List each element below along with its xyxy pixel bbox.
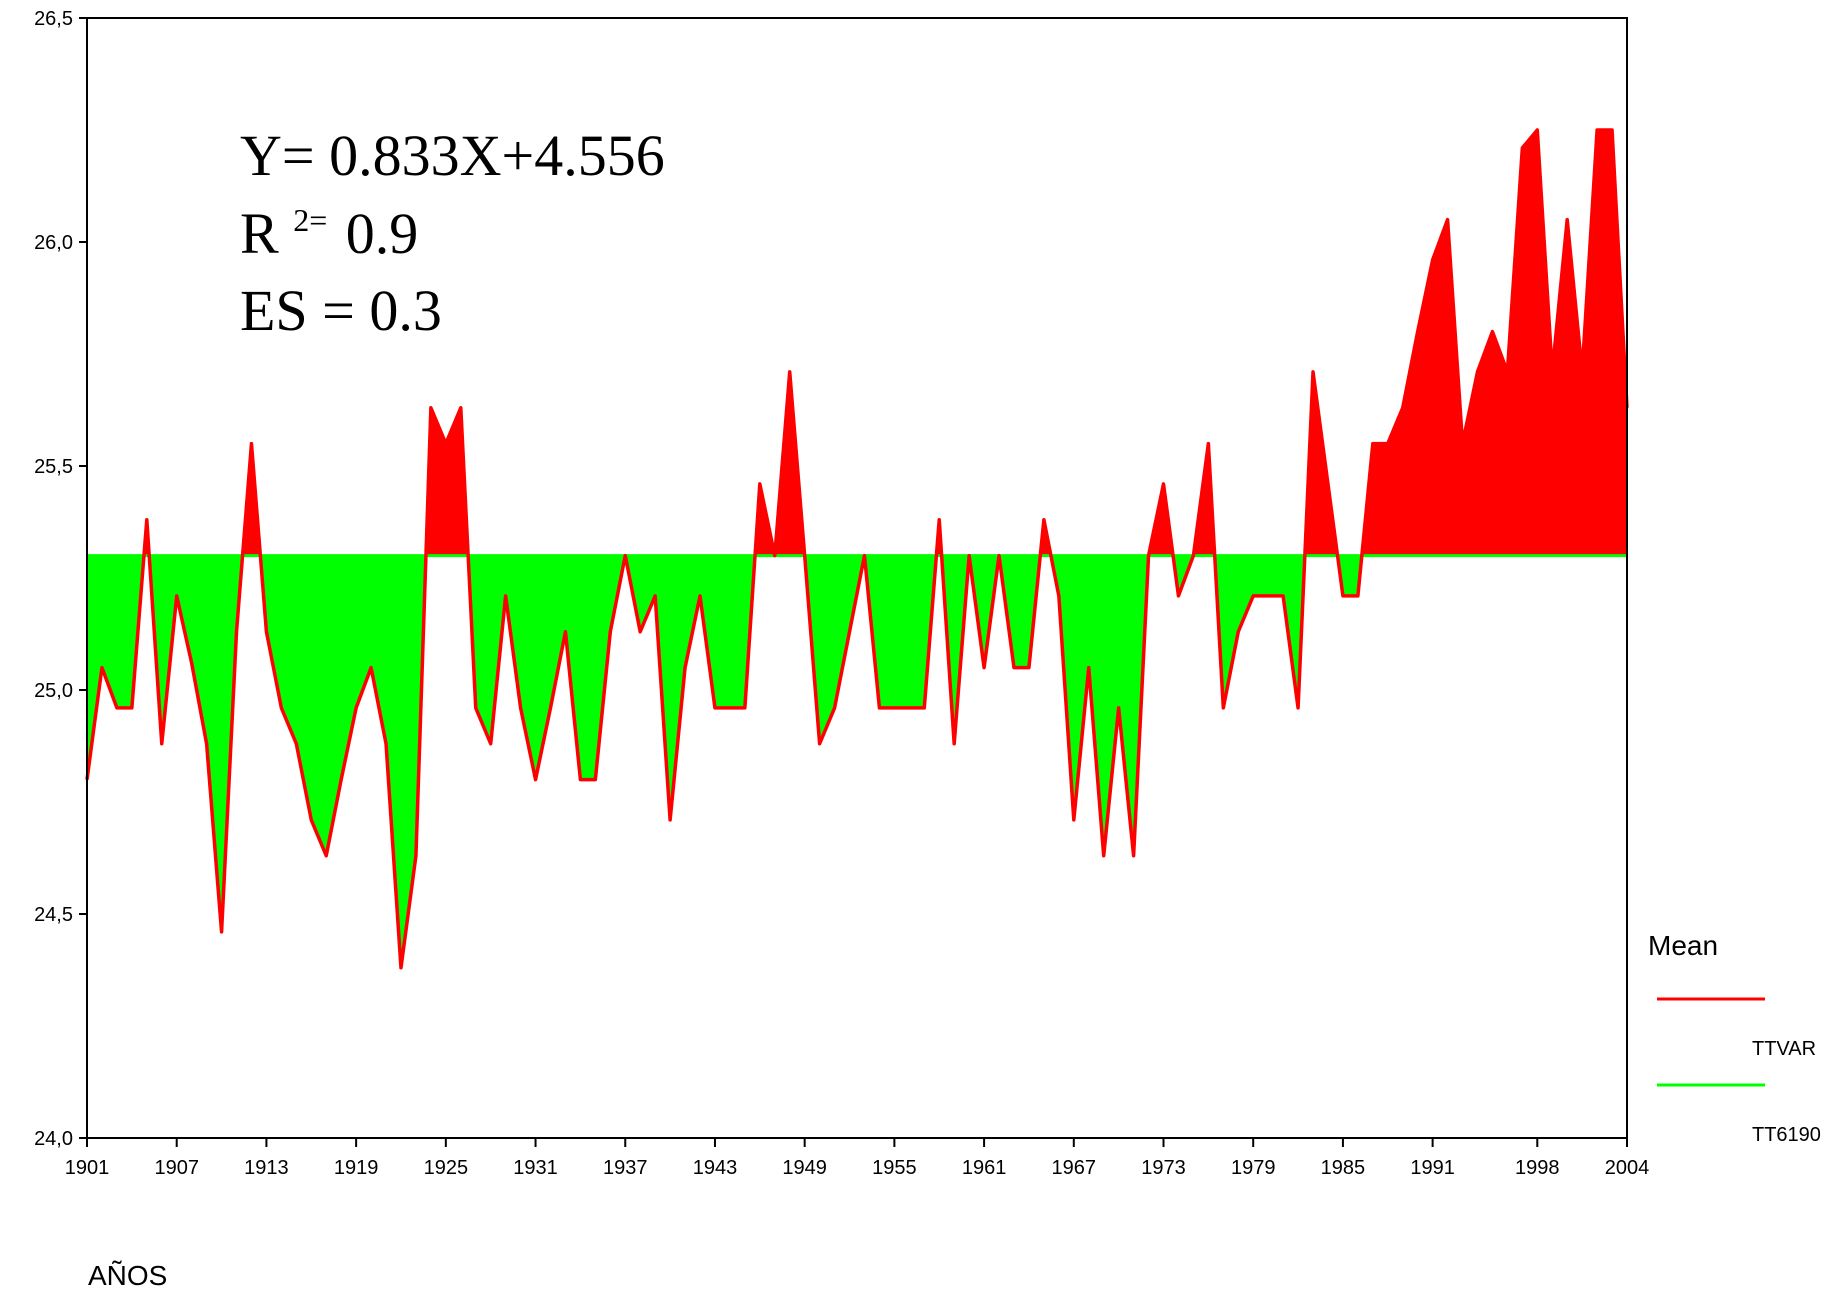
area-above-segment bbox=[1522, 129, 1538, 556]
area-below-segment bbox=[86, 555, 103, 780]
x-tick-label: 1955 bbox=[872, 1157, 917, 1179]
x-tick-label: 1931 bbox=[513, 1157, 558, 1179]
y-tick-label: 24,5 bbox=[34, 904, 73, 926]
x-tick-label: 1973 bbox=[1141, 1157, 1186, 1179]
area-above-segment bbox=[1551, 219, 1568, 556]
area-above-segment bbox=[1566, 219, 1583, 556]
y-tick-label: 25,0 bbox=[34, 680, 73, 702]
x-tick-label: 1985 bbox=[1321, 1157, 1366, 1179]
area-below-segment bbox=[191, 555, 207, 744]
plot-frame bbox=[86, 17, 1628, 1139]
area-below-segment bbox=[116, 555, 133, 709]
area-below-segment bbox=[1223, 555, 1239, 708]
x-tick-label: 2004 bbox=[1605, 1157, 1650, 1179]
area-below-segment bbox=[729, 555, 746, 709]
series-ttvar-line bbox=[85, 128, 1629, 970]
annotation-es: ES = 0.3 bbox=[240, 278, 442, 343]
area-above-segment bbox=[1432, 219, 1448, 556]
legend: Mean TTVAR TT6190 bbox=[1648, 930, 1821, 1146]
area-below-segment bbox=[834, 555, 850, 708]
legend-label-ttvar: TTVAR bbox=[1752, 1038, 1816, 1060]
area-below-segment bbox=[310, 555, 327, 856]
area-below-segment bbox=[1103, 555, 1119, 856]
area-below-segment bbox=[370, 555, 387, 744]
y-tick-label: 26,0 bbox=[34, 232, 73, 254]
area-below-segment bbox=[909, 555, 925, 709]
area-below-segment bbox=[1237, 555, 1254, 632]
x-tick-label: 1907 bbox=[154, 1157, 199, 1179]
annotation-r2: R 2= 0.9 bbox=[240, 179, 418, 266]
area-below-segment bbox=[1118, 555, 1134, 856]
area-below-segment bbox=[1342, 555, 1359, 597]
annotation-r2-value: 0.9 bbox=[346, 201, 419, 266]
x-tick-label: 1998 bbox=[1515, 1157, 1560, 1179]
annotation-r2-sup: 2= bbox=[293, 202, 327, 238]
y-tick-label: 26,5 bbox=[34, 8, 73, 30]
y-axis: 24,0 24,5 25,0 25,5 26,0 26,5 bbox=[34, 8, 87, 1150]
area-below-segment bbox=[879, 555, 895, 709]
x-tick-label: 1913 bbox=[244, 1157, 289, 1179]
x-tick-label: 1949 bbox=[782, 1157, 827, 1179]
x-axis: 1901 1907 1913 1919 1925 1931 1937 1943 1949 1955… bbox=[65, 1138, 1650, 1179]
x-tick-label: 1991 bbox=[1410, 1157, 1455, 1179]
x-tick-label: 1901 bbox=[65, 1157, 110, 1179]
area-above-segment bbox=[1596, 129, 1613, 556]
legend-label-tt6190: TT6190 bbox=[1752, 1124, 1821, 1146]
x-tick-label: 1967 bbox=[1052, 1157, 1097, 1179]
area-below-segment bbox=[206, 555, 222, 932]
area-below-segment bbox=[580, 555, 596, 780]
area-below-segment bbox=[639, 555, 656, 632]
y-tick-label: 24,0 bbox=[34, 1128, 73, 1150]
area-below-segment bbox=[1252, 555, 1269, 597]
area-below-segment bbox=[714, 555, 731, 709]
area-below-segment bbox=[266, 555, 282, 708]
area-below-segment bbox=[1267, 555, 1284, 597]
area-above-segment bbox=[1372, 443, 1389, 556]
area-below-segment bbox=[1013, 555, 1030, 668]
annotation-r2-base: R bbox=[240, 201, 279, 266]
area-fills bbox=[86, 129, 1628, 968]
x-tick-label: 1925 bbox=[424, 1157, 469, 1179]
x-tick-label: 1943 bbox=[693, 1157, 738, 1179]
x-tick-label: 1919 bbox=[334, 1157, 379, 1179]
y-tick-label: 25,5 bbox=[34, 456, 73, 478]
x-tick-label: 1937 bbox=[603, 1157, 648, 1179]
area-below-segment bbox=[550, 555, 566, 708]
x-tick-label: 1979 bbox=[1231, 1157, 1276, 1179]
area-below-segment bbox=[894, 555, 910, 709]
x-tick-label: 1961 bbox=[962, 1157, 1007, 1179]
annotation-equation: Y= 0.833X+4.556 bbox=[240, 123, 665, 188]
legend-title: Mean bbox=[1648, 930, 1718, 961]
x-axis-title: AÑOS bbox=[88, 1260, 167, 1290]
